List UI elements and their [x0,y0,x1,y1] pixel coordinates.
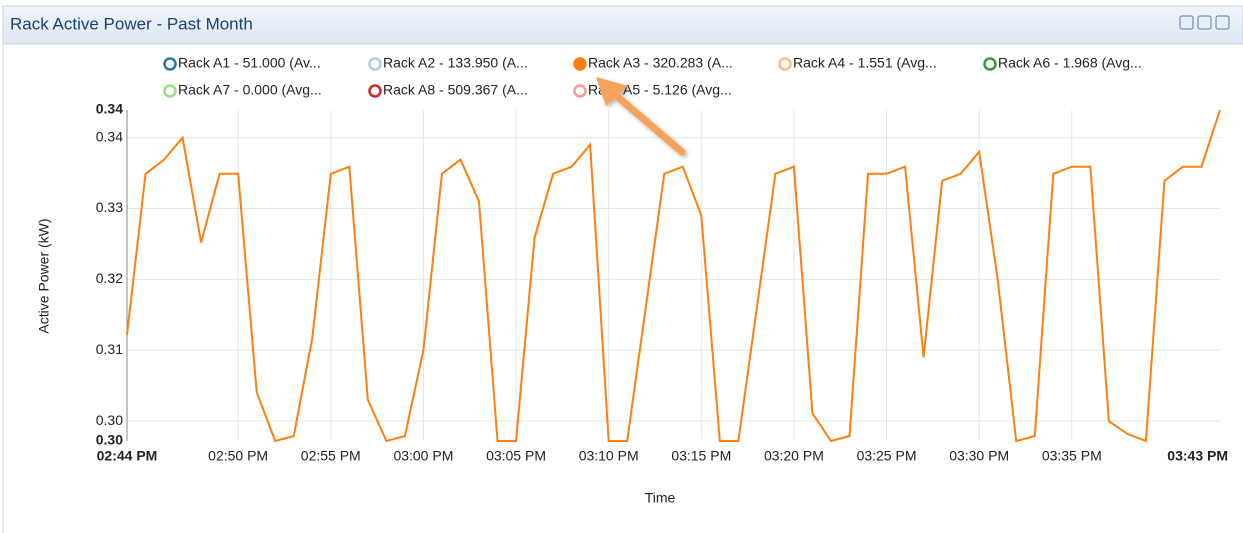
legend-marker [368,84,382,98]
x-axis-title: Time [645,490,676,506]
legend-label: Rack A4 - 1.551 (Avg... [793,55,937,71]
legend-marker [778,57,792,71]
x-tick-label: 03:25 PM [857,448,917,464]
x-tick-label: 03:43 PM [1167,448,1228,464]
legend-label: Rack A1 - 51.000 (Av... [178,55,321,71]
legend-item[interactable]: Rack A3 - 320.283 (A... [573,55,733,71]
panel-title: Rack Active Power - Past Month [10,14,253,33]
legend-marker [163,84,177,98]
legend-marker [573,57,587,71]
y-tick-label: 0.31 [96,341,123,357]
legend-item[interactable]: Rack A5 - 5.126 (Avg... [573,82,732,98]
legend-marker [163,57,177,71]
y-tick-label: 0.33 [96,199,123,215]
legend-item[interactable]: Rack A7 - 0.000 (Avg... [163,82,322,98]
legend-label: Rack A7 - 0.000 (Avg... [178,82,322,98]
y-tick-label: 0.30 [96,412,123,428]
legend-label: Rack A2 - 133.950 (A... [383,55,528,71]
x-tick-label: 03:30 PM [949,448,1009,464]
arrow-shaft [608,88,686,156]
y-tick-label: 0.34 [96,128,123,144]
annotation-arrow [596,77,686,156]
x-tick-label: 02:44 PM [97,448,158,464]
legend-item[interactable]: Rack A8 - 509.367 (A... [368,82,528,98]
legend-item[interactable]: Rack A4 - 1.551 (Avg... [778,55,937,71]
data-line [126,109,1221,443]
y-tick-label: 0.34 [96,101,123,117]
button[interactable] [1215,15,1230,30]
legend-item[interactable]: Rack A2 - 133.950 (A... [368,55,528,71]
legend-label: Rack A6 - 1.968 (Avg... [998,55,1142,71]
arrow-head [596,77,628,106]
legend-item[interactable]: Rack A1 - 51.000 (Av... [163,55,321,71]
x-tick-label: 03:15 PM [671,448,731,464]
x-tick-label: 03:35 PM [1042,448,1102,464]
legend-marker [573,84,587,98]
y-tick-label: 0.32 [96,270,123,286]
legend-marker [983,57,997,71]
panel-buttons[interactable] [1179,15,1230,30]
button[interactable] [1197,15,1212,30]
legend-marker [368,57,382,71]
y-tick-label: 0.30 [96,432,123,448]
legend: Rack A1 - 51.000 (Av... Rack A2 - 133.950… [163,55,1142,98]
x-tick-label: 03:05 PM [486,448,546,464]
legend-item[interactable]: Rack A6 - 1.968 (Avg... [983,55,1142,71]
x-tick-label: 03:20 PM [764,448,824,464]
x-tick-label: 02:55 PM [301,448,361,464]
x-tick-label: 03:10 PM [579,448,639,464]
button[interactable] [1179,15,1194,30]
y-axis-title: Active Power (kW) [36,218,52,333]
x-tick-label: 02:50 PM [208,448,268,464]
plot: 0.30 0.30 0.31 0.32 0.33 0.34 0.34 02:44 PM 02:5… [96,101,1228,464]
x-tick-label: 03:00 PM [393,448,453,464]
legend-label: Rack A8 - 509.367 (A... [383,82,528,98]
panel-header [2,5,1243,45]
legend-label: Rack A3 - 320.283 (A... [588,55,733,71]
